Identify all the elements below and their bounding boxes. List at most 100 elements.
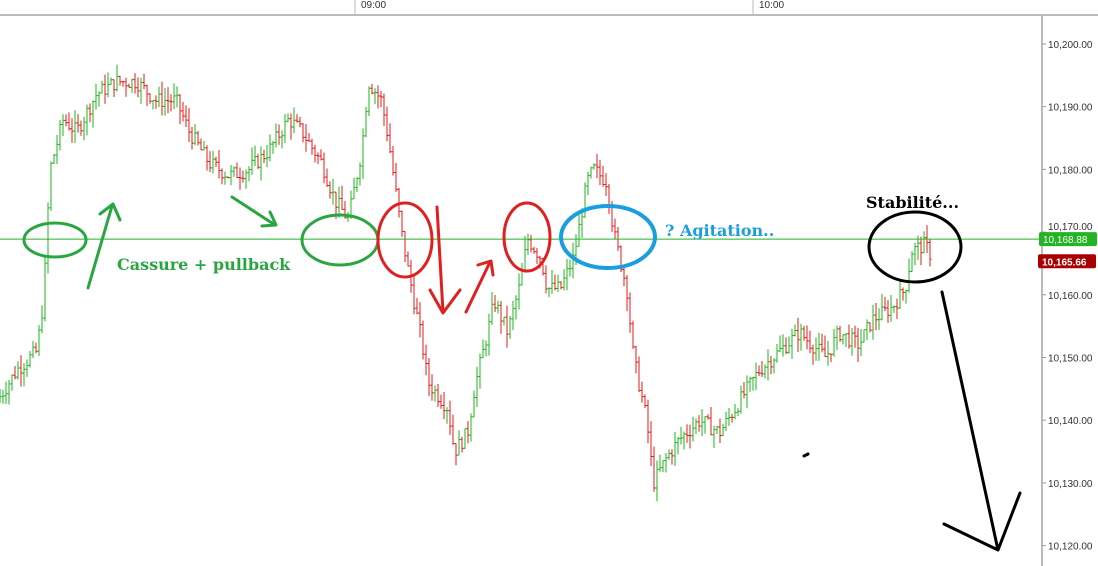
ohlc-bar <box>913 242 917 266</box>
ohlc-bar <box>907 258 911 293</box>
ohlc-bar <box>655 460 659 502</box>
ohlc-bar <box>730 413 734 423</box>
ohlc-bar <box>328 181 332 199</box>
ohlc-bar <box>313 144 317 163</box>
ohlc-bar <box>568 259 572 277</box>
ohlc-bar <box>697 415 701 432</box>
ohlc-bar <box>148 93 152 104</box>
ohlc-bar <box>370 83 374 95</box>
ohlc-bar <box>100 80 104 94</box>
green-ellipse <box>300 213 380 267</box>
ohlc-bar <box>793 324 797 337</box>
ohlc-bar <box>184 105 188 128</box>
ohlc-bar <box>94 83 98 110</box>
ohlc-bar <box>790 328 794 360</box>
ohlc-bar <box>778 335 782 353</box>
ohlc-bar <box>661 460 665 473</box>
ohlc-bar <box>7 379 11 405</box>
ohlc-bar <box>493 294 497 313</box>
ohlc-bar <box>751 376 755 391</box>
ohlc-bar <box>139 77 143 104</box>
ohlc-bar <box>241 170 245 183</box>
ohlc-bar <box>769 355 773 375</box>
ohlc-bar <box>82 116 86 141</box>
ohlc-bar <box>271 140 275 154</box>
ohlc-bar <box>112 79 116 98</box>
ohlc-bar <box>760 361 764 377</box>
ohlc-bar <box>802 325 806 341</box>
ohlc-bar <box>733 403 737 420</box>
ohlc-bar <box>16 361 20 380</box>
ohlc-bar <box>280 130 284 149</box>
ohlc-bar <box>25 359 29 377</box>
annotation-cassure-pullback: Cassure + pullback <box>117 255 291 274</box>
ohlc-bar <box>226 176 230 179</box>
ohlc-bar <box>739 385 743 414</box>
ohlc-bar <box>637 356 641 393</box>
ohlc-bar <box>19 355 23 387</box>
ohlc-bar <box>424 344 428 376</box>
ohlc-bar <box>115 64 119 92</box>
ohlc-bar <box>220 168 224 185</box>
ohlc-bar <box>745 375 749 409</box>
ohlc-bar <box>604 173 608 197</box>
price-tick-label: 10,140.00 <box>1048 416 1093 427</box>
ohlc-bar <box>133 73 137 94</box>
ohlc-bar <box>124 77 128 97</box>
ohlc-bar <box>187 107 191 143</box>
ohlc-bar <box>748 376 752 392</box>
ohlc-bar <box>640 381 644 403</box>
ohlc-bar <box>118 75 122 86</box>
ohlc-bar <box>76 114 80 133</box>
ohlc-bar <box>607 183 611 214</box>
ohlc-bar <box>322 152 326 184</box>
ohlc-bar <box>664 453 668 473</box>
ohlc-bar <box>919 236 923 266</box>
ohlc-bar <box>577 210 581 247</box>
ohlc-bar <box>595 153 599 179</box>
ohlc-bar <box>547 287 551 298</box>
green-down-arrow <box>230 195 278 228</box>
ohlc-bar <box>829 353 833 363</box>
ohlc-bar <box>109 77 113 85</box>
ohlc-bar <box>475 366 479 408</box>
ohlc-bar <box>688 424 692 449</box>
ohlc-bar <box>841 334 845 345</box>
last-price-label: 10,165.66 <box>1042 257 1087 268</box>
ohlc-bar <box>367 86 371 117</box>
ohlc-bar <box>862 329 866 343</box>
price-tick-label: 10,120.00 <box>1048 542 1093 553</box>
ohlc-bar <box>490 291 494 325</box>
ohlc-bar <box>775 343 779 363</box>
ohlc-bar <box>376 85 380 109</box>
ohlc-bar <box>472 390 476 418</box>
ohlc-bar <box>175 86 179 108</box>
ohlc-bar <box>460 436 464 453</box>
ohlc-bar <box>499 301 503 334</box>
ohlc-bar <box>628 292 632 333</box>
ohlc-bar <box>535 247 539 264</box>
ohlc-bar <box>514 295 518 320</box>
ohlc-bar <box>724 411 728 431</box>
ohlc-bar <box>55 134 59 165</box>
ohlc-bar <box>310 138 314 155</box>
ohlc-bar <box>0 389 2 403</box>
ohlc-bar <box>235 162 239 178</box>
ohlc-bar <box>268 134 272 162</box>
ohlc-bar <box>496 300 500 314</box>
red-down-arrow <box>428 205 462 315</box>
ohlc-bar <box>823 335 827 358</box>
ohlc-bar <box>70 118 74 143</box>
ohlc-bar <box>694 418 698 435</box>
ohlc-bar <box>523 235 527 273</box>
ohlc-bar <box>58 120 62 151</box>
ohlc-bar <box>553 274 557 291</box>
ohlc-bar <box>871 304 875 340</box>
ohlc-bar <box>763 364 767 379</box>
price-tick-label: 10,170.00 <box>1048 222 1093 233</box>
ohlc-bar <box>622 265 626 287</box>
ohlc-bar <box>307 133 311 142</box>
ohlc-bar <box>652 446 656 492</box>
ohlc-bar <box>34 342 38 354</box>
